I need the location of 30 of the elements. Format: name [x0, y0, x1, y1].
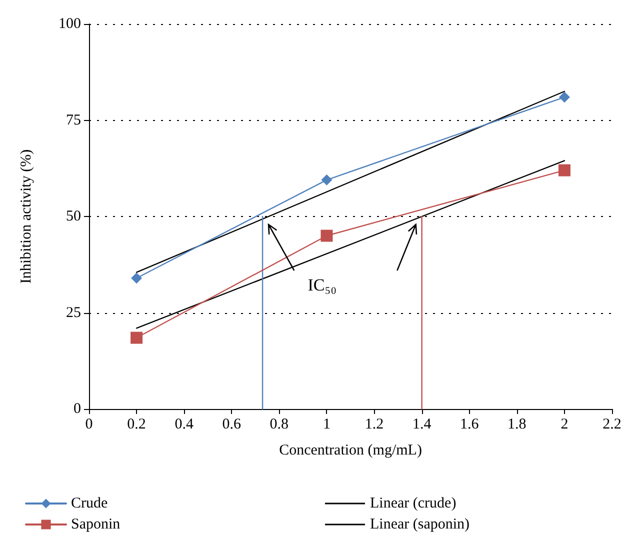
x-tick-label: 2.2 [602, 416, 622, 432]
y-tick-label: 50 [66, 208, 81, 224]
legend-label: Linear (saponin) [370, 516, 470, 532]
x-axis-title: Concentration (mg/mL) [279, 442, 422, 458]
y-tick-label: 0 [74, 401, 81, 417]
y-tick-label: 75 [66, 112, 81, 128]
x-tick-label: 1.8 [508, 416, 526, 432]
x-tick-label: 1.6 [460, 416, 480, 432]
x-tick-label: 0.2 [127, 416, 146, 432]
x-tick-label: 1.2 [364, 416, 384, 432]
y-axis-title: Inhibition activity (%) [18, 149, 34, 284]
x-tick-label: 1 [322, 416, 330, 432]
point [321, 174, 332, 186]
x-tick-label: 0 [85, 416, 93, 432]
y-tick-label: 100 [58, 16, 81, 32]
point [558, 92, 570, 103]
x-tick-label: 0.8 [270, 416, 289, 432]
legend-label: Crude [71, 496, 108, 512]
x-tick-label: 1.4 [412, 416, 432, 432]
legend-label: Linear (crude) [370, 496, 456, 512]
point [320, 230, 333, 242]
legend-label: Saponin [71, 516, 121, 532]
point [131, 272, 142, 284]
point [130, 332, 143, 344]
point [558, 164, 570, 176]
x-tick-label: 0.4 [174, 416, 194, 432]
x-tick-label: 0.6 [222, 416, 242, 432]
y-tick-label: 25 [66, 304, 81, 321]
annotation: IC₅₀ [308, 275, 337, 294]
x-tick-label: 2 [560, 416, 568, 432]
